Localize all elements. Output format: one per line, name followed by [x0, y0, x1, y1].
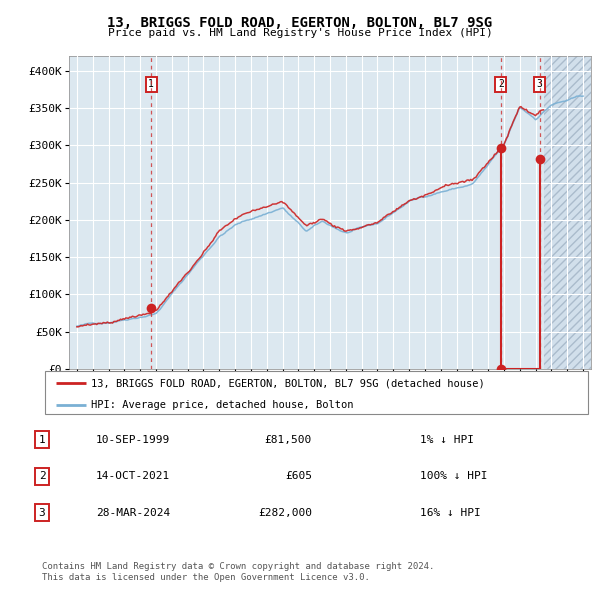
Text: 1% ↓ HPI: 1% ↓ HPI — [420, 435, 474, 444]
Text: £282,000: £282,000 — [258, 508, 312, 517]
Text: 13, BRIGGS FOLD ROAD, EGERTON, BOLTON, BL7 9SG (detached house): 13, BRIGGS FOLD ROAD, EGERTON, BOLTON, B… — [91, 378, 485, 388]
Text: Price paid vs. HM Land Registry's House Price Index (HPI): Price paid vs. HM Land Registry's House … — [107, 28, 493, 38]
Text: 1: 1 — [148, 79, 154, 89]
Text: 100% ↓ HPI: 100% ↓ HPI — [420, 471, 487, 481]
FancyBboxPatch shape — [45, 371, 588, 414]
Text: 13, BRIGGS FOLD ROAD, EGERTON, BOLTON, BL7 9SG: 13, BRIGGS FOLD ROAD, EGERTON, BOLTON, B… — [107, 16, 493, 30]
Text: 16% ↓ HPI: 16% ↓ HPI — [420, 508, 481, 517]
Text: 1: 1 — [38, 435, 46, 444]
Text: 3: 3 — [38, 508, 46, 517]
Bar — [544, 56, 591, 369]
Text: £605: £605 — [285, 471, 312, 481]
Text: 2: 2 — [498, 79, 504, 89]
Bar — [544, 56, 591, 369]
Text: Contains HM Land Registry data © Crown copyright and database right 2024.: Contains HM Land Registry data © Crown c… — [42, 562, 434, 571]
Text: £81,500: £81,500 — [265, 435, 312, 444]
Text: 14-OCT-2021: 14-OCT-2021 — [96, 471, 170, 481]
Text: 28-MAR-2024: 28-MAR-2024 — [96, 508, 170, 517]
Text: 2: 2 — [38, 471, 46, 481]
Text: HPI: Average price, detached house, Bolton: HPI: Average price, detached house, Bolt… — [91, 399, 353, 409]
Text: 10-SEP-1999: 10-SEP-1999 — [96, 435, 170, 444]
Text: 3: 3 — [536, 79, 542, 89]
Text: This data is licensed under the Open Government Licence v3.0.: This data is licensed under the Open Gov… — [42, 573, 370, 582]
